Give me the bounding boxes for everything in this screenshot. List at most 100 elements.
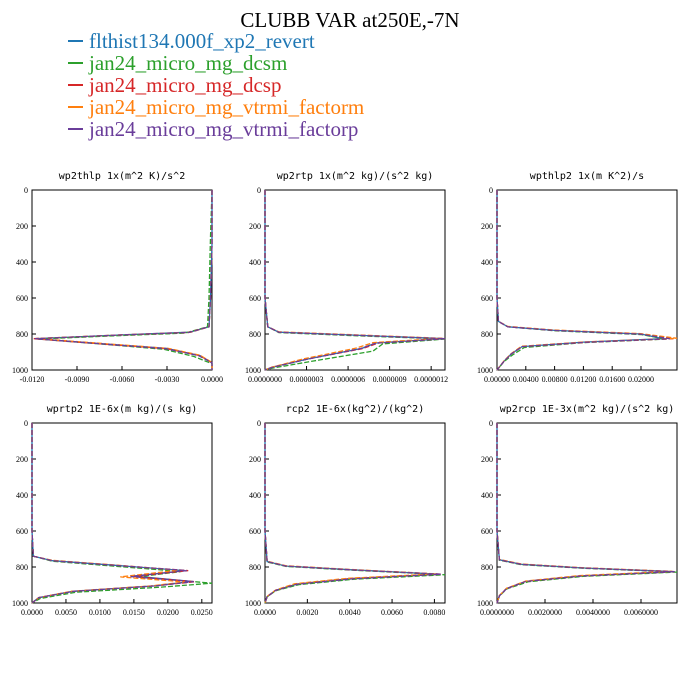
x-tick-label: 0.0040000 [576,608,610,617]
plot-frame [264,189,446,371]
x-tick-label: 0.0000000 [480,608,514,617]
y-tick-label: 0 [257,186,261,195]
x-tick-label: 0.01600 [599,375,625,384]
legend-label: jan24_micro_mg_vtrmi_factorm [89,95,365,119]
y-tick-label: 0 [257,419,261,428]
x-tick-label: 0.0060000 [624,608,658,617]
series-line [31,423,185,604]
x-tick-label: -0.0030 [155,375,180,384]
y-tick-label: 800 [481,563,493,572]
y-tick-label: 0 [24,419,28,428]
series-line [37,189,213,370]
y-tick-label: 800 [249,330,261,339]
x-tick-label: 0.0150 [123,608,145,617]
x-tick-label: 0.0000 [201,375,223,384]
chart-title: wpthlp2 1x(m K^2)/s [530,171,644,182]
x-tick-label: -0.0090 [65,375,90,384]
x-tick-label: 0.0000003 [290,375,324,384]
x-tick-label: 0.0050 [55,608,77,617]
x-tick-label: 0.0020000 [528,608,562,617]
legend-label: jan24_micro_mg_dcsp [89,73,282,97]
y-tick-label: 200 [16,222,28,231]
chart-panel: wp2rcp 1E-3x(m^2 kg)/(s^2 kg) 0 200 400 600 8… [477,404,678,617]
chart-panel: wp2rtp 1x(m^2 kg)/(s^2 kg) 0 200 400 600 800 1… [245,171,448,384]
y-tick-label: 200 [481,222,493,231]
chart-panel: rcp2 1E-6x(kg^2)/(kg^2) 0 200 400 600 800 1000… [245,404,446,617]
series-line [496,423,675,604]
legend-swatch [68,128,83,130]
plot-frame [31,422,213,604]
x-tick-label: 0.0000012 [414,375,448,384]
y-tick-label: 600 [481,294,493,303]
series-line [264,190,446,371]
series-line [31,423,194,604]
series-line [31,423,192,604]
series-line [36,190,213,370]
x-tick-label: 0.01200 [570,375,596,384]
y-tick-label: 1000 [477,599,493,608]
legend-swatch [68,40,83,42]
y-tick-label: 400 [481,258,493,267]
legend-swatch [68,106,83,108]
series-line [31,423,196,604]
x-tick-label: 0.00800 [542,375,568,384]
x-tick-label: 0.02000 [628,375,654,384]
series-line [31,423,213,604]
plot-frame [31,189,213,371]
legend-item: jan24_micro_mg_dcsm [68,52,364,74]
series-line [34,190,213,370]
x-tick-label: 0.0000000 [248,375,282,384]
x-tick-label: 0.0250 [191,608,213,617]
chart-panel: wp2thlp 1x(m^2 K)/s^202004006008001000-0… [12,171,223,384]
y-tick-label: 0 [489,419,493,428]
series-line [264,423,441,604]
legend-item: jan24_micro_mg_dcsp [68,74,364,96]
y-tick-label: 200 [249,222,261,231]
y-tick-label: 1000 [245,599,261,608]
chart-title: rcp2 1E-6x(kg^2)/(kg^2) [286,404,424,415]
y-tick-label: 400 [16,258,28,267]
y-tick-label: 800 [249,563,261,572]
series-line [264,190,446,371]
series-line [496,190,674,371]
page-title: CLUBB VAR at250E,-7N [240,8,460,32]
y-tick-label: 0 [489,186,493,195]
y-tick-label: 1000 [477,366,493,375]
y-tick-label: 800 [16,330,28,339]
x-tick-label: 0.0000 [254,608,276,617]
x-tick-label: 0.00000 [484,375,510,384]
x-tick-label: -0.0120 [20,375,45,384]
x-tick-label: 0.0000009 [373,375,407,384]
legend-item: jan24_micro_mg_vtrmi_factorm [68,96,364,118]
y-tick-label: 400 [481,491,493,500]
y-tick-label: 400 [249,258,261,267]
x-tick-label: 0.0100 [89,608,111,617]
legend: flthist134.000f_xp2_revert jan24_micro_m… [68,30,364,140]
series-line [34,190,213,370]
legend-swatch [68,62,83,64]
series-line [264,190,446,371]
y-tick-label: 0 [24,186,28,195]
y-tick-label: 800 [481,330,493,339]
y-tick-label: 600 [481,527,493,536]
x-tick-label: 0.0040 [339,608,361,617]
y-tick-label: 1000 [12,366,28,375]
legend-label: flthist134.000f_xp2_revert [89,29,315,53]
x-tick-label: 0.0200 [157,608,179,617]
legend-item: flthist134.000f_xp2_revert [68,30,364,52]
x-tick-label: 0.0020 [296,608,318,617]
chart-panel: wprtp2 1E-6x(m kg)/(s kg) 0 200 400 600 800 10… [12,404,213,617]
x-tick-label: 0.0000 [21,608,43,617]
y-tick-label: 800 [16,563,28,572]
x-tick-label: 0.0000006 [331,375,365,384]
legend-item: jan24_micro_mg_vtrmi_factorp [68,118,364,140]
y-tick-label: 600 [249,527,261,536]
series-line [496,190,670,371]
x-tick-label: 0.0060 [381,608,403,617]
y-tick-label: 400 [16,491,28,500]
y-tick-label: 200 [249,455,261,464]
chart-title: wp2rcp 1E-3x(m^2 kg)/(s^2 kg) [500,404,675,415]
series-line [264,423,446,604]
y-tick-label: 200 [16,455,28,464]
